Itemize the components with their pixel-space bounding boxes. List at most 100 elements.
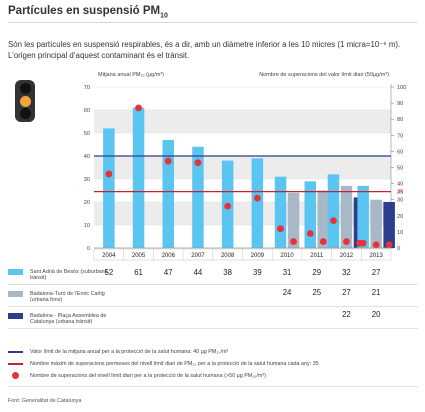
exceedance-dot-2006-series-0: [164, 157, 172, 165]
table-value: 38: [223, 268, 232, 277]
bar-2010-series-1: [287, 192, 300, 248]
y2-tick-label: 90: [397, 101, 403, 107]
x-tick-label: 2010: [280, 253, 294, 259]
table-value: 29: [312, 268, 322, 277]
table-value: 32: [342, 268, 351, 277]
y-tick-label: 10: [84, 223, 90, 229]
y2-tick-label: 0: [397, 246, 400, 252]
traffic-light-amber-lamp: [19, 95, 31, 107]
y-tick-label: 40: [84, 154, 90, 160]
exceedance-dot-2011-series-1: [319, 238, 327, 245]
legend-swatch: [8, 269, 23, 275]
legend-label: Badalona-Turó de l’Enric Carlig (urbana …: [30, 290, 105, 304]
y2-tick-label: 20: [397, 214, 403, 220]
exceedance-dot-2010-series-0: [277, 225, 284, 233]
exceedance-dot-2007-series-0: [194, 159, 202, 167]
x-tick-label: 2013: [369, 253, 383, 259]
table-value: 27: [342, 288, 351, 297]
bar-2009-series-0: [251, 158, 264, 248]
y-tick-label: 0: [87, 246, 90, 252]
bar-2011-series-1: [317, 190, 329, 248]
table-value: 24: [282, 288, 292, 297]
table-value: 47: [163, 268, 173, 277]
y-tick-label: 60: [84, 108, 90, 114]
exceedance-dot-2004-series-0: [105, 170, 113, 178]
bar-2007-series-0: [192, 146, 204, 248]
bar-2004-series-0: [103, 128, 115, 248]
exceedance-dot-2013-series-2: [385, 241, 393, 249]
exceedance-dot-2012-series-0: [330, 217, 337, 225]
daily-limit-note: Nombre màxim de superacions permeses del…: [30, 361, 319, 367]
table-value: 27: [371, 268, 381, 277]
table-value: 52: [104, 268, 114, 277]
legend-label: Badalona - Plaça Assemblea de Catalunya …: [30, 312, 107, 326]
page-title: Partícules en suspensió PM10: [8, 5, 168, 20]
table-row-divider: [8, 328, 418, 329]
traffic-light-red-lamp: [19, 83, 31, 94]
x-tick-label: 2009: [251, 253, 265, 259]
table-value: 20: [371, 310, 381, 319]
exceedance-dot-2008-series-0: [224, 202, 232, 210]
table-value: 21: [371, 288, 381, 297]
table-value: 61: [134, 268, 143, 277]
table-value: 39: [253, 268, 262, 277]
x-tick-label: 2006: [162, 253, 176, 259]
bar-2012-series-1: [340, 185, 353, 248]
bar-2013-series-1: [370, 199, 382, 248]
bar-2013-series-2: [383, 202, 395, 248]
y2-tick-label: 50: [397, 166, 403, 172]
bar-2005-series-0: [132, 107, 145, 248]
x-tick-label: 2007: [191, 253, 205, 259]
table-value: 22: [342, 310, 351, 319]
y-axis-label: Mitjana anual PM₁₀ (µg/m³): [98, 72, 164, 78]
intro-text: Són les partícules en suspensió respirab…: [8, 40, 401, 60]
legend-swatch: [8, 291, 23, 297]
table-value: 31: [282, 268, 292, 277]
bar-2011-series-0: [304, 181, 316, 248]
title-divider: [8, 22, 417, 23]
table-row-divider: [8, 284, 418, 285]
y2-tick-label: 40: [397, 182, 403, 188]
exceedance-dot-2011-series-0: [306, 230, 314, 237]
notes-divider: [8, 386, 418, 387]
source-note: Font: Generalitat de Catalunya: [8, 398, 82, 404]
y-tick-label: 50: [84, 131, 90, 137]
x-tick-label: 2004: [102, 253, 116, 259]
x-tick-label: 2008: [221, 253, 235, 259]
exceedance-dot-2013-series-0: [359, 239, 367, 247]
y-tick-label: 30: [84, 177, 90, 183]
exceedance-dot-note-swatch: [12, 372, 19, 379]
exceedance-dot-2005-series-0: [135, 104, 142, 112]
exceedance-dot-2012-series-1: [343, 238, 350, 245]
y2-tick-label: 70: [397, 133, 403, 139]
y-tick-label: 20: [84, 200, 90, 206]
x-tick-label: 2005: [132, 253, 146, 259]
y2-tick-label: 30: [397, 198, 403, 204]
exceedance-dot-2013-series-1: [372, 241, 380, 249]
annual-limit-note: Valor límit de la mitjana anual per a la…: [30, 349, 229, 355]
table-value: 44: [193, 268, 203, 277]
legend-label: Sant Adrià de Besòs (suburbana trànsit): [30, 268, 108, 282]
exceedance-dot-2009-series-0: [253, 194, 261, 202]
x-tick-label: 2011: [310, 253, 324, 259]
legend-swatch: [8, 313, 23, 319]
bar-2010-series-0: [274, 176, 287, 248]
table-row-divider: [8, 306, 418, 307]
y2-tick-label: 60: [397, 149, 403, 155]
exceedance-dot-2010-series-1: [290, 238, 297, 245]
table-value: 25: [312, 288, 322, 297]
y2-tick-label: 100: [397, 85, 406, 91]
y2-tick-label: 10: [397, 230, 403, 236]
x-tick-label: 2012: [340, 253, 354, 259]
exceedance-dot-note: Nombre de superacions del nivell límit d…: [30, 373, 266, 379]
y2-limit-tick-label: 35: [397, 190, 403, 196]
bar-2013-series-0: [357, 185, 369, 248]
y-tick-label: 70: [84, 85, 90, 91]
bar-2006-series-0: [162, 139, 174, 248]
grid-band: [94, 110, 391, 133]
y2-tick-label: 80: [397, 117, 403, 123]
y2-axis-label: Nombre de superacions del valor límit di…: [259, 72, 389, 78]
annual-limit-note-swatch: [8, 351, 23, 353]
daily-limit-note-swatch: [8, 363, 23, 365]
